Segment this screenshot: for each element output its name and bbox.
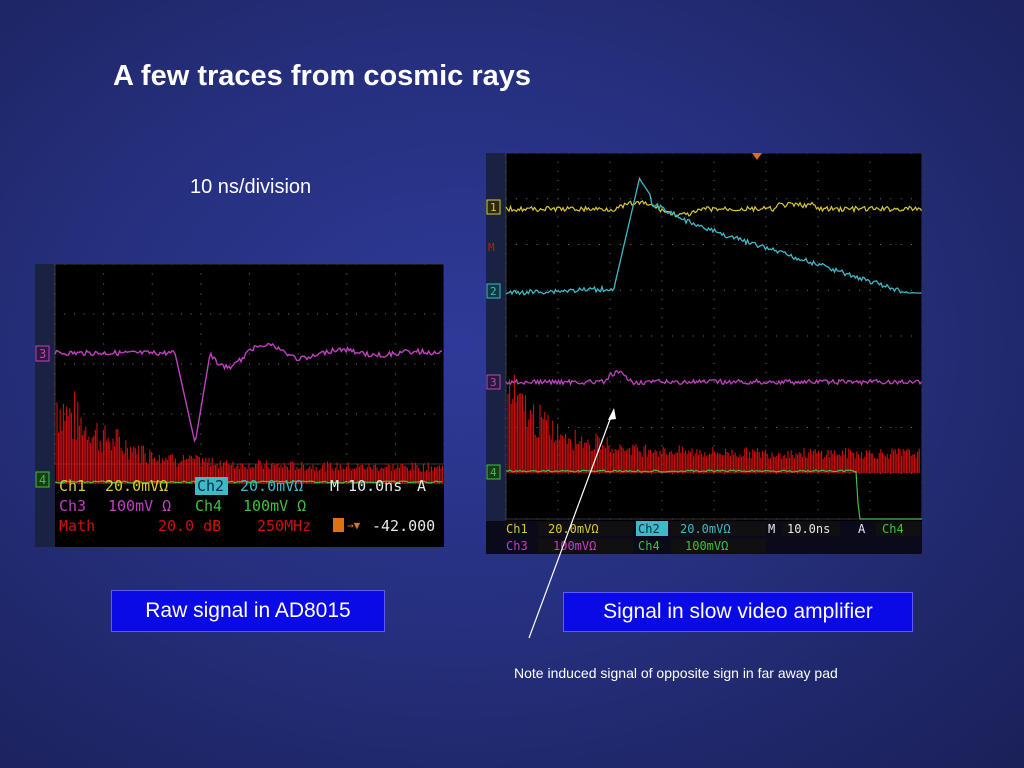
ch3-trace [505, 370, 922, 387]
s2-ch1-label: Ch1 [506, 522, 528, 536]
s2-trigger-a: A [858, 522, 866, 536]
channel-marker-2: 2 [486, 283, 501, 299]
s2-trigger-source: Ch4 [882, 522, 904, 536]
s1-ch1-scale: 20.0mVΩ [105, 477, 168, 495]
trigger-icon [333, 518, 344, 532]
svg-text:4: 4 [39, 473, 46, 487]
s1-math-label: Math [59, 517, 95, 535]
s2-ch3-scale: 100mVΩ [553, 539, 596, 553]
svg-text:1: 1 [490, 201, 497, 214]
s1-ch2-label: Ch2 [197, 477, 224, 495]
ch1-trace [505, 200, 922, 218]
svg-text:M: M [488, 241, 495, 254]
s2-timebase: 10.0ns [787, 522, 830, 536]
induced-signal-note: Note induced signal of opposite sign in … [514, 665, 838, 681]
raw-signal-label: Raw signal in AD8015 [111, 590, 385, 632]
channel-marker-1: 1 [486, 199, 501, 215]
svg-text:2: 2 [490, 285, 497, 298]
ch3-trace [54, 342, 443, 443]
ch4-trace [505, 469, 922, 520]
s1-ch2-scale: 20.0mVΩ [240, 477, 303, 495]
trigger-position-icon [752, 153, 762, 160]
svg-text:3: 3 [490, 376, 497, 389]
s2-ch2-scale: 20.0mVΩ [680, 522, 731, 536]
s1-timebase: M 10.0ns [330, 477, 402, 495]
s1-trigger-level: -42.000 [372, 517, 435, 535]
svg-text:3: 3 [39, 347, 46, 361]
svg-text:4: 4 [490, 466, 497, 479]
s2-ch4-label: Ch4 [638, 539, 660, 553]
channel-marker-math: M [488, 241, 495, 254]
oscilloscope-raw: 3 4 Ch1 20.0mVΩ Ch2 20.0mVΩ M 10.0ns A C… [35, 264, 444, 547]
s1-bandwidth: 250MHz [257, 517, 311, 535]
ch2-trace [505, 176, 922, 296]
s1-ch3-scale: 100mV Ω [108, 497, 171, 515]
slow-amplifier-label: Signal in slow video amplifier [563, 592, 913, 632]
s2-ch3-label: Ch3 [506, 539, 528, 553]
oscilloscope-slow: 1 M 2 3 4 Ch1 20.0mVΩ Ch2 20.0mVΩ M 10.0… [486, 153, 922, 554]
s1-math-scale: 20.0 dB [158, 517, 221, 535]
slide-title: A few traces from cosmic rays [113, 60, 532, 92]
s1-ch1-label: Ch1 [59, 477, 86, 495]
channel-marker-3: 3 [35, 345, 50, 362]
s1-ch4-label: Ch4 [195, 497, 222, 515]
s1-ch3-label: Ch3 [59, 497, 86, 515]
scope-raw-display: 3 4 Ch1 20.0mVΩ Ch2 20.0mVΩ M 10.0ns A C… [35, 264, 444, 547]
s2-m-label: M [768, 522, 775, 536]
ch4-trace [54, 480, 443, 484]
timebase-label: 10 ns/division [190, 176, 312, 198]
channel-marker-4: 4 [486, 464, 501, 480]
channel-marker-4: 4 [35, 471, 50, 488]
trigger-slope-icon: →▼ [347, 519, 361, 532]
scope-slow-display: 1 M 2 3 4 Ch1 20.0mVΩ Ch2 20.0mVΩ M 10.0… [486, 153, 922, 554]
channel-marker-3: 3 [486, 374, 501, 390]
s2-ch1-scale: 20.0mVΩ [548, 522, 599, 536]
s1-ch4-scale: 100mV Ω [243, 497, 306, 515]
s2-ch4-scale: 100mVΩ [685, 539, 728, 553]
s2-ch2-label: Ch2 [638, 522, 660, 536]
s1-trigger-a: A [417, 477, 426, 495]
